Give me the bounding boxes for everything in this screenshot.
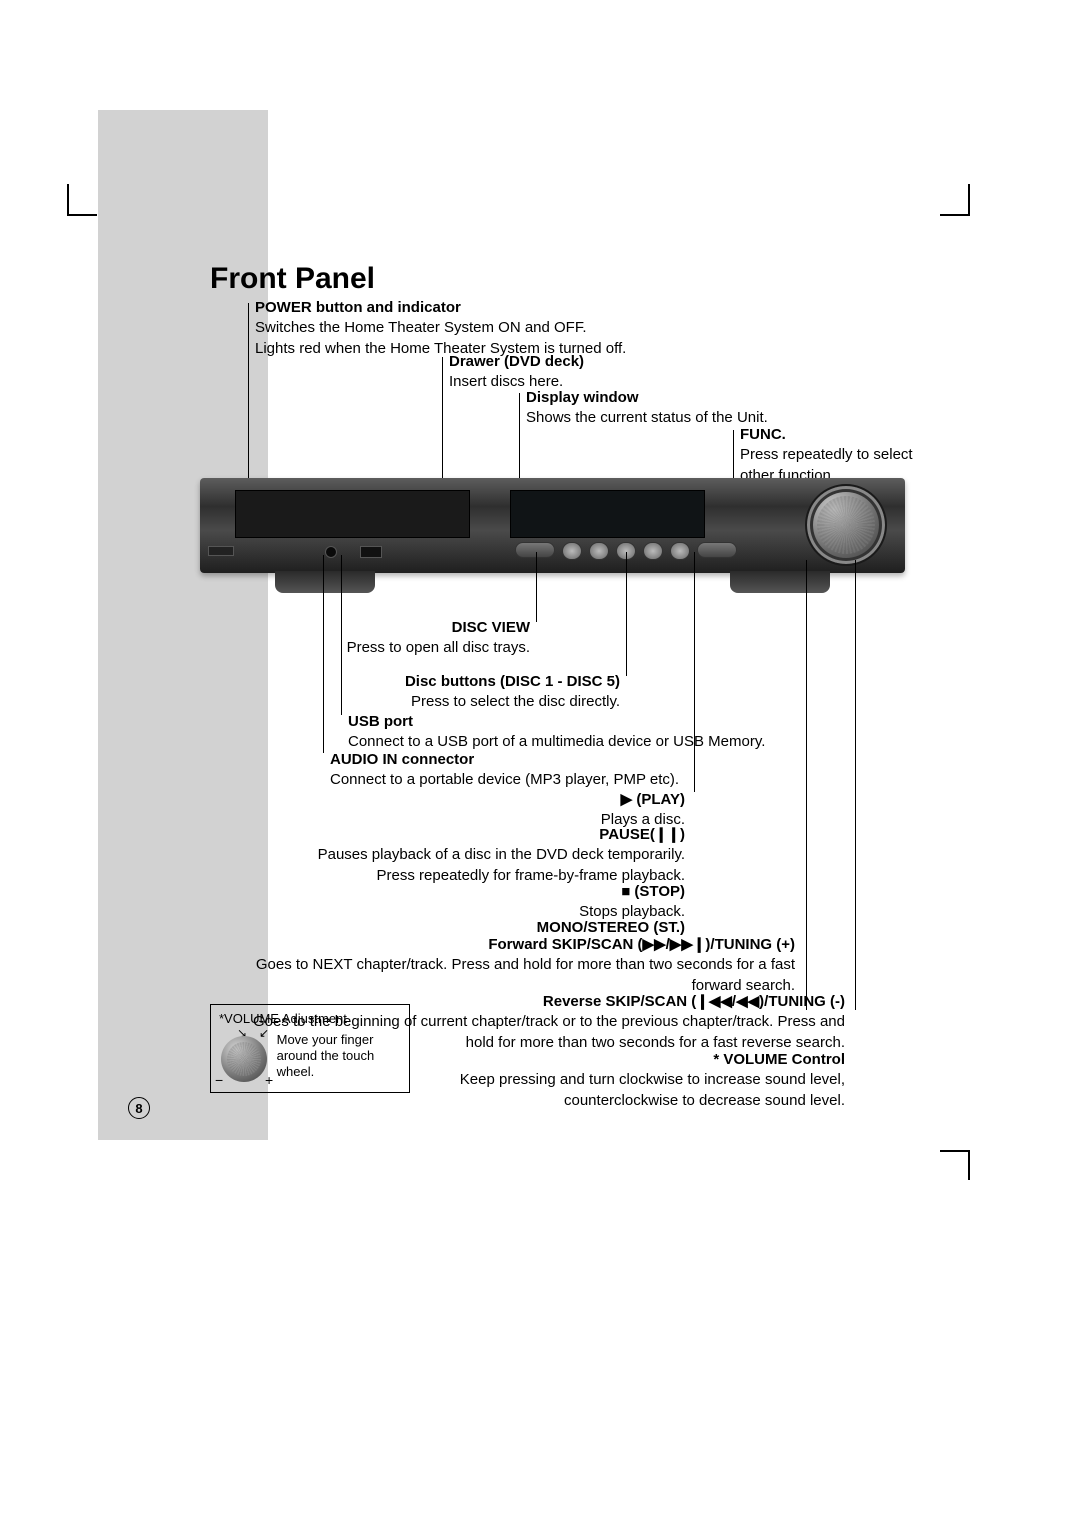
disc-view-btn-graphic <box>515 542 555 558</box>
volume-knob-graphic <box>805 484 887 566</box>
disc-btn-graphic <box>562 542 582 560</box>
callout-usb: USB port Connect to a USB port of a mult… <box>348 712 908 753</box>
callout-desc: Pauses playback of a disc in the DVD dec… <box>300 845 685 865</box>
callout-func: FUNC. Press repeatedly to select other f… <box>740 425 930 486</box>
callout-label: PAUSE(❙❙) <box>300 825 685 845</box>
callout-display: Display window Shows the current status … <box>526 388 926 429</box>
callout-label: Drawer (DVD deck) <box>449 352 849 372</box>
crop-mark <box>940 214 970 216</box>
callout-label: POWER button and indicator <box>255 298 855 318</box>
leader-line <box>855 560 856 1010</box>
callout-desc: Press to open all disc trays. <box>345 638 530 658</box>
callout-label: Disc buttons (DISC 1 - DISC 5) <box>355 672 620 692</box>
callout-label: USB port <box>348 712 908 732</box>
volume-box-heading: *VOLUME Adjustment <box>219 1011 401 1026</box>
leader-line <box>626 552 627 676</box>
crop-mark <box>67 184 69 214</box>
device-foot <box>275 571 375 593</box>
display-window-graphic <box>510 490 705 538</box>
callout-pause: PAUSE(❙❙) Pauses playback of a disc in t… <box>300 825 685 886</box>
callout-label: Forward SKIP/SCAN (▶▶/▶▶❙)/TUNING (+) <box>250 935 795 955</box>
device-foot <box>730 571 830 593</box>
callout-desc: Goes to NEXT chapter/track. Press and ho… <box>250 955 795 996</box>
callout-desc: Press to select the disc directly. <box>355 692 620 712</box>
callout-label: * VOLUME Control <box>420 1050 845 1070</box>
disc-btn-graphic <box>670 542 690 560</box>
leader-line <box>806 560 807 1010</box>
callout-disc-view: DISC VIEW Press to open all disc trays. <box>345 618 530 659</box>
page-number: 8 <box>128 1097 150 1119</box>
leader-line <box>323 555 324 753</box>
disc-btn-graphic <box>643 542 663 560</box>
audio-in-jack-graphic <box>325 546 337 558</box>
callout-disc-buttons: Disc buttons (DISC 1 - DISC 5) Press to … <box>355 672 620 713</box>
callout-label: ▶ (PLAY) <box>520 790 685 810</box>
crop-mark <box>67 214 97 216</box>
callout-power: POWER button and indicator Switches the … <box>255 298 855 359</box>
device-illustration <box>200 478 905 573</box>
callout-volume: * VOLUME Control Keep pressing and turn … <box>420 1050 845 1111</box>
dvd-drawer-graphic <box>235 490 470 538</box>
usb-port-graphic <box>360 546 382 558</box>
minus-icon: − <box>215 1072 223 1088</box>
crop-mark <box>968 184 970 214</box>
plus-icon: + <box>265 1072 273 1088</box>
callout-stop: ■ (STOP) Stops playback. <box>480 882 685 923</box>
leader-line <box>694 552 695 792</box>
crop-mark <box>968 1150 970 1180</box>
func-btn-graphic <box>697 542 737 558</box>
manual-page: Front Panel POWER button and indicator S… <box>0 0 1080 1528</box>
callout-desc: Switches the Home Theater System ON and … <box>255 318 855 338</box>
callout-drawer: Drawer (DVD deck) Insert discs here. <box>449 352 849 393</box>
callout-label: FUNC. <box>740 425 930 445</box>
volume-box-text: Move your finger around the touch wheel. <box>277 1032 397 1081</box>
leader-line <box>536 552 537 622</box>
callout-forward: Forward SKIP/SCAN (▶▶/▶▶❙)/TUNING (+) Go… <box>250 935 795 996</box>
touch-wheel-icon <box>221 1036 267 1082</box>
callout-label: Display window <box>526 388 926 408</box>
volume-adjustment-box: *VOLUME Adjustment ↘ ↙ − + Move your fin… <box>210 1004 410 1093</box>
leader-line <box>341 555 342 715</box>
crop-mark <box>940 1150 970 1152</box>
disc-btn-graphic <box>589 542 609 560</box>
power-button-graphic <box>208 546 234 556</box>
callout-label: DISC VIEW <box>345 618 530 638</box>
callout-label: ■ (STOP) <box>480 882 685 902</box>
callout-desc: Keep pressing and turn clockwise to incr… <box>420 1070 845 1111</box>
page-title: Front Panel <box>210 262 375 296</box>
